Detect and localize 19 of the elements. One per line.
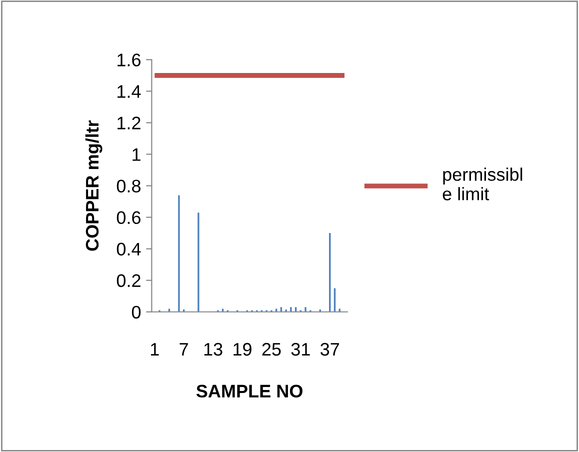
y-tick-label: 0.2 xyxy=(116,274,140,288)
x-tick-label: 13 xyxy=(204,342,222,356)
y-tick-label: 0 xyxy=(132,306,141,319)
x-tick-label: 25 xyxy=(262,342,281,356)
x-tick-label: 1 xyxy=(150,343,159,356)
y-tick-label: 1.2 xyxy=(118,116,140,130)
x-tick-label: 37 xyxy=(320,342,340,356)
x-tick-label: 31 xyxy=(291,342,310,356)
y-axis-title: COPPER mg/ltr xyxy=(85,120,102,251)
y-tick-label: 1.4 xyxy=(118,85,141,98)
y-tick-label: 1.6 xyxy=(118,54,140,66)
y-tick-label: 0.4 xyxy=(116,242,141,256)
y-tick-label: 1 xyxy=(132,148,140,161)
x-tick-label: 19 xyxy=(234,342,252,356)
x-axis-title: SAMPLE NO xyxy=(196,384,302,398)
legend-label: permissible limit xyxy=(442,168,522,200)
x-tick-label: 7 xyxy=(180,343,188,356)
y-tick-label: 0.8 xyxy=(116,180,140,192)
y-tick-label: 0.6 xyxy=(116,211,140,224)
